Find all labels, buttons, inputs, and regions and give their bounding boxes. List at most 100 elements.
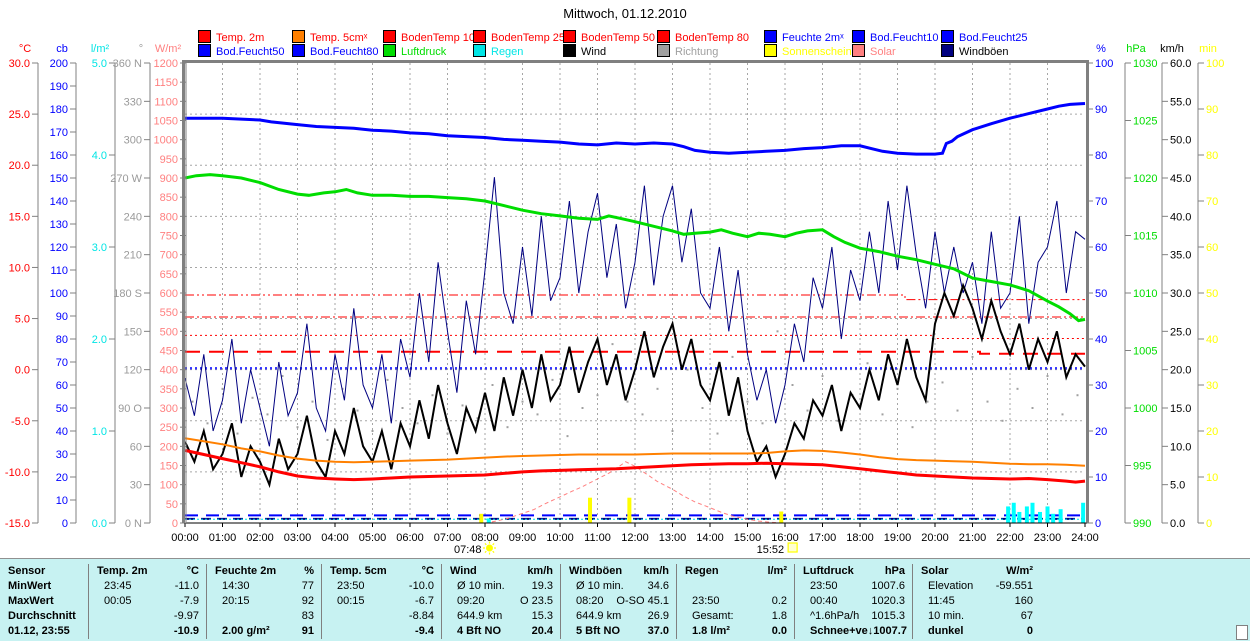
table-cell-regen: Gesamt: 1.8 <box>677 609 795 624</box>
legend-label: Luftdruck <box>401 46 447 58</box>
svg-text:60: 60 <box>56 380 68 392</box>
table-row: Durchschnitt -9.97 83 -8.84 644.9 km 15.3 644.… <box>0 609 1250 624</box>
table-cell-wind: 644.9 km 15.3 <box>442 609 561 624</box>
legend-label: Temp. 2m <box>216 32 265 44</box>
legend-label: BodenTemp 80 <box>675 32 749 44</box>
svg-text:35.0: 35.0 <box>1170 250 1191 262</box>
svg-text:10: 10 <box>1206 472 1218 484</box>
svg-text:11:00: 11:00 <box>584 532 611 544</box>
table-row: MaxWert 00:05 -7.9 20:15 92 00:15 -6.7 09:20 O 2… <box>0 594 1250 609</box>
svg-text:100: 100 <box>1206 58 1224 70</box>
svg-text:1010: 1010 <box>1133 288 1157 300</box>
axis-lm2: l/m² 5.0 4.0 3.0 2.0 1.0 0.0 <box>91 43 116 530</box>
legend-swatch-icon <box>383 44 396 57</box>
table-header-cell-regen: Regen l/m² <box>677 564 795 579</box>
svg-text:50: 50 <box>166 499 178 511</box>
svg-text:30: 30 <box>56 449 68 461</box>
svg-text:170: 170 <box>50 127 68 139</box>
sun-annotations: 07:48 15:52 <box>454 541 798 556</box>
table-header-cell-temp-5cm: Temp. 5cm °C <box>322 564 442 579</box>
table-filler-cell <box>1040 564 1250 579</box>
svg-text:4.0: 4.0 <box>92 150 107 162</box>
resize-grip[interactable] <box>1236 625 1248 640</box>
legend-swatch-icon <box>292 30 305 43</box>
svg-text:0 N: 0 N <box>125 518 142 530</box>
svg-text:15:00: 15:00 <box>734 532 762 544</box>
weather-day-chart: °C 30.0 25.0 20.0 15.0 10.0 5.0 0.0 -5.0 -10.0 -15… <box>5 43 1224 556</box>
legend-item-bodentemp-50: BodenTemp 50 <box>563 30 655 44</box>
svg-text:-10.0: -10.0 <box>5 467 30 479</box>
legend-item-feuchte-2m-: Feuchte 2mˣ <box>764 30 844 44</box>
svg-text:hPa: hPa <box>1126 43 1146 55</box>
series-sonnenschein <box>479 497 784 523</box>
legend-label: Temp. 5cmˣ <box>310 32 368 44</box>
svg-text:40: 40 <box>1206 334 1218 346</box>
svg-text:50: 50 <box>56 403 68 415</box>
svg-text:300: 300 <box>160 403 178 415</box>
table-cell-temp-5cm: 00:15 -6.7 <box>322 594 442 609</box>
table-cell-solar: dunkel 0 <box>928 625 1033 637</box>
svg-text:80: 80 <box>1206 150 1218 162</box>
svg-text:40.0: 40.0 <box>1170 211 1191 223</box>
table-cell-feuchte-2m: 2.00 g/m² 91 <box>207 624 322 639</box>
table-cell-solar: 10 min. 67 <box>928 610 1033 622</box>
svg-text:90: 90 <box>1095 104 1107 116</box>
svg-text:1015: 1015 <box>1133 231 1157 243</box>
svg-text:min: min <box>1199 43 1217 55</box>
svg-text:1020: 1020 <box>1133 173 1157 185</box>
table-cell-luftdruck: ^1.6hPa/h 1015.3 <box>795 609 913 624</box>
row-label-cell: 01.12, 23:55 <box>0 624 89 639</box>
legend-label: Feuchte 2mˣ <box>782 32 844 44</box>
series-wind <box>184 282 1086 489</box>
svg-text:2.0: 2.0 <box>92 334 107 346</box>
svg-text:20.0: 20.0 <box>9 160 30 172</box>
svg-text:80: 80 <box>56 334 68 346</box>
svg-text:1150: 1150 <box>154 77 178 89</box>
svg-text:150: 150 <box>50 173 68 185</box>
legend-item-sonnenschein: Sonnenschein <box>764 44 852 58</box>
svg-text:km/h: km/h <box>1160 43 1184 55</box>
svg-text:06:00: 06:00 <box>396 532 424 544</box>
legend-swatch-icon <box>292 44 305 57</box>
svg-text:100: 100 <box>50 288 68 300</box>
svg-text:1025: 1025 <box>1133 116 1157 128</box>
axis-hPa: hPa 1030 1025 1020 1015 1010 1005 1000 995 990 <box>1124 43 1157 530</box>
legend-label: BodenTemp 50 <box>581 32 655 44</box>
svg-text:20.0: 20.0 <box>1170 365 1191 377</box>
svg-text:3.0: 3.0 <box>92 242 107 254</box>
svg-text:15.0: 15.0 <box>1170 403 1191 415</box>
sunrise-sun-icon <box>483 541 496 555</box>
table-header-row: Sensor Temp. 2m °C Feuchte 2m% Temp. 5cm °C Wi… <box>0 564 1250 579</box>
svg-text:12:00: 12:00 <box>621 532 649 544</box>
svg-text:°C: °C <box>19 43 31 55</box>
svg-text:700: 700 <box>160 250 178 262</box>
svg-text:950: 950 <box>160 154 178 166</box>
svg-text:900: 900 <box>160 173 178 185</box>
legend-swatch-icon <box>764 44 777 57</box>
svg-text:10.0: 10.0 <box>1170 441 1191 453</box>
svg-text:W/m²: W/m² <box>155 43 182 55</box>
legend-label: Bod.Feucht10 <box>870 32 939 44</box>
table-cell-temp-2m: -10.9 <box>89 624 207 639</box>
svg-text:55.0: 55.0 <box>1170 96 1191 108</box>
legend-label: Bod.Feucht25 <box>959 32 1028 44</box>
table-cell-wind: 09:20 O 23.5 <box>442 594 561 609</box>
table-filler-cell <box>1040 624 1250 639</box>
svg-text:30: 30 <box>1095 380 1107 392</box>
svg-text:25.0: 25.0 <box>9 109 30 121</box>
svg-text:0: 0 <box>172 518 178 530</box>
legend-item-windb-en: Windböen <box>941 44 1009 58</box>
grid <box>185 63 1085 523</box>
svg-text:70: 70 <box>56 357 68 369</box>
svg-text:1000: 1000 <box>154 135 178 147</box>
table-cell-luftdruck: 00:40 1020.3 <box>795 594 913 609</box>
legend-swatch-icon <box>941 44 954 57</box>
series-temp-5cm <box>184 437 1086 467</box>
svg-text:5.0: 5.0 <box>92 58 107 70</box>
legend-item-temp-2m: Temp. 2m <box>198 30 265 44</box>
legend-label: Wind <box>581 46 607 58</box>
svg-text:120: 120 <box>50 242 68 254</box>
series-windboeen <box>184 177 1086 447</box>
